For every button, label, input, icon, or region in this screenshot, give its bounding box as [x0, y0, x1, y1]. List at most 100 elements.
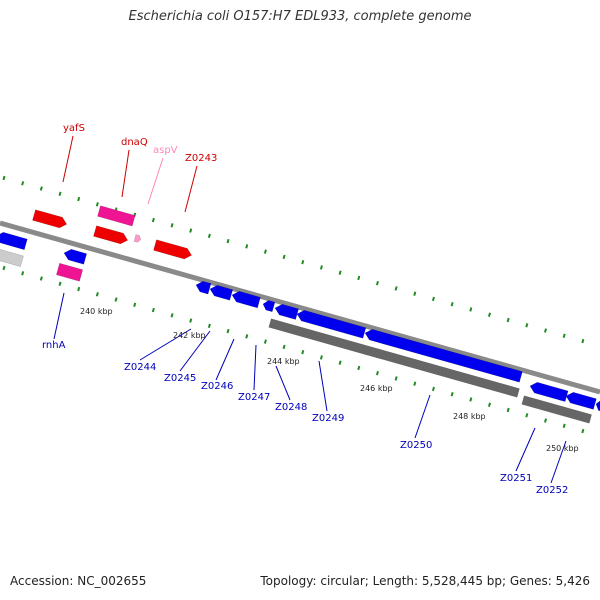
- gene-label-Z0243: Z0243: [185, 153, 217, 164]
- leader-line: [121, 149, 130, 198]
- leader-line: [515, 427, 536, 472]
- kbp-label-246: 246 kbp: [360, 384, 393, 393]
- genome-backbone: [0, 220, 600, 395]
- gene-Z0246: [231, 291, 261, 309]
- gene-label-Z0245: Z0245: [164, 373, 196, 384]
- kbp-label-244: 244 kbp: [267, 357, 300, 366]
- tick-mark: [207, 233, 211, 239]
- tick-mark: [21, 181, 25, 186]
- gene-rnhA-rna: [56, 262, 84, 282]
- gene-left-edge: [0, 232, 28, 251]
- tick-mark: [77, 196, 81, 202]
- gene-Z0249: [296, 310, 367, 339]
- tick-mark: [263, 339, 267, 344]
- tick-mark: [450, 302, 454, 307]
- tick-mark: [301, 259, 305, 265]
- gene-label-dnaQ: dnaQ: [121, 137, 148, 148]
- gene-features: [0, 205, 600, 424]
- leader-line: [184, 165, 198, 213]
- tick-mark: [226, 238, 230, 244]
- tick-mark: [543, 328, 548, 333]
- tick-mark: [338, 360, 342, 365]
- tick-mark: [581, 338, 585, 344]
- gene-Z0250: [364, 329, 523, 383]
- gene-Z0248: [274, 304, 299, 320]
- tick-mark: [375, 280, 379, 286]
- gene-dnaQ-region: [97, 205, 136, 227]
- tick-mark: [114, 297, 118, 302]
- leader-line: [215, 338, 235, 381]
- tick-mark: [245, 244, 249, 249]
- tick-mark: [226, 328, 230, 334]
- tick-marks: [2, 175, 585, 434]
- gene-Z0252: [565, 392, 597, 410]
- gene-aspV: [133, 234, 142, 243]
- tick-mark: [319, 355, 323, 360]
- figure-title: Escherichia coli O157:H7 EDL933, complet…: [128, 9, 472, 24]
- tick-mark: [263, 249, 267, 254]
- gene-Z0244: [195, 280, 212, 295]
- tick-mark: [2, 265, 6, 271]
- tick-mark: [2, 175, 6, 181]
- gene-label-Z0247: Z0247: [238, 392, 270, 403]
- tick-mark: [450, 392, 454, 397]
- tick-mark: [431, 386, 435, 392]
- tick-mark: [151, 217, 155, 223]
- tick-mark: [58, 191, 62, 196]
- leader-line: [550, 440, 567, 484]
- leader-line: [53, 292, 65, 340]
- tick-mark: [357, 365, 361, 371]
- tick-mark: [431, 296, 435, 302]
- tick-mark: [319, 265, 323, 270]
- leader-line: [253, 344, 257, 391]
- tick-mark: [357, 275, 361, 281]
- accession-text: Accession: NC_002655: [10, 574, 147, 588]
- tick-mark: [506, 317, 510, 323]
- tick-mark: [581, 428, 585, 434]
- gene-dnaQ: [93, 225, 129, 245]
- gene-label-Z0246: Z0246: [201, 381, 233, 392]
- tick-mark: [413, 381, 417, 386]
- gene-Z0247: [262, 300, 276, 313]
- tick-mark: [58, 281, 62, 286]
- leader-line: [147, 157, 164, 205]
- gene-pseudo-bar: [268, 318, 520, 398]
- gene-left-pseudo: [0, 249, 24, 267]
- tick-mark: [133, 302, 137, 308]
- gene-label-aspV: aspV: [153, 145, 178, 156]
- tick-mark: [375, 370, 379, 376]
- tick-mark: [207, 323, 211, 329]
- tick-mark: [469, 397, 473, 402]
- tick-mark: [525, 413, 529, 418]
- leader-line: [318, 360, 328, 412]
- gene-pseudo-bar-2: [521, 395, 592, 424]
- tick-mark: [469, 307, 473, 312]
- tick-mark: [77, 286, 81, 292]
- kbp-label-240: 240 kbp: [80, 307, 113, 316]
- tick-mark: [21, 271, 25, 276]
- tick-mark: [151, 307, 155, 313]
- label-leader-lines: [53, 135, 567, 484]
- gene-yafS: [32, 209, 68, 229]
- kbp-label-242: 242 kbp: [173, 331, 206, 340]
- leader-line: [414, 394, 431, 439]
- kbp-label-248: 248 kbp: [453, 412, 486, 421]
- gene-label-yafS: yafS: [63, 123, 85, 134]
- gene-label-rnhA: rnhA: [42, 340, 66, 351]
- tick-mark: [413, 291, 417, 296]
- gene-label-Z0250: Z0250: [400, 440, 432, 451]
- tick-mark: [189, 318, 193, 323]
- tick-mark: [39, 276, 43, 281]
- tick-mark: [487, 312, 491, 317]
- topology-text: Topology: circular; Length: 5,528,445 bp…: [260, 574, 590, 588]
- gene-rnhA: [63, 249, 88, 265]
- kbp-label-250: 250 kbp: [546, 444, 579, 453]
- leader-line: [139, 328, 192, 361]
- tick-mark: [487, 402, 491, 407]
- tick-mark: [95, 292, 99, 297]
- gene-label-Z0248: Z0248: [275, 402, 307, 413]
- tick-mark: [245, 334, 249, 339]
- leader-line: [275, 365, 291, 401]
- leader-line: [62, 135, 74, 183]
